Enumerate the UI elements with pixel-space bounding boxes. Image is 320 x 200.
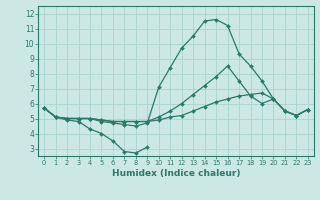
X-axis label: Humidex (Indice chaleur): Humidex (Indice chaleur): [112, 169, 240, 178]
